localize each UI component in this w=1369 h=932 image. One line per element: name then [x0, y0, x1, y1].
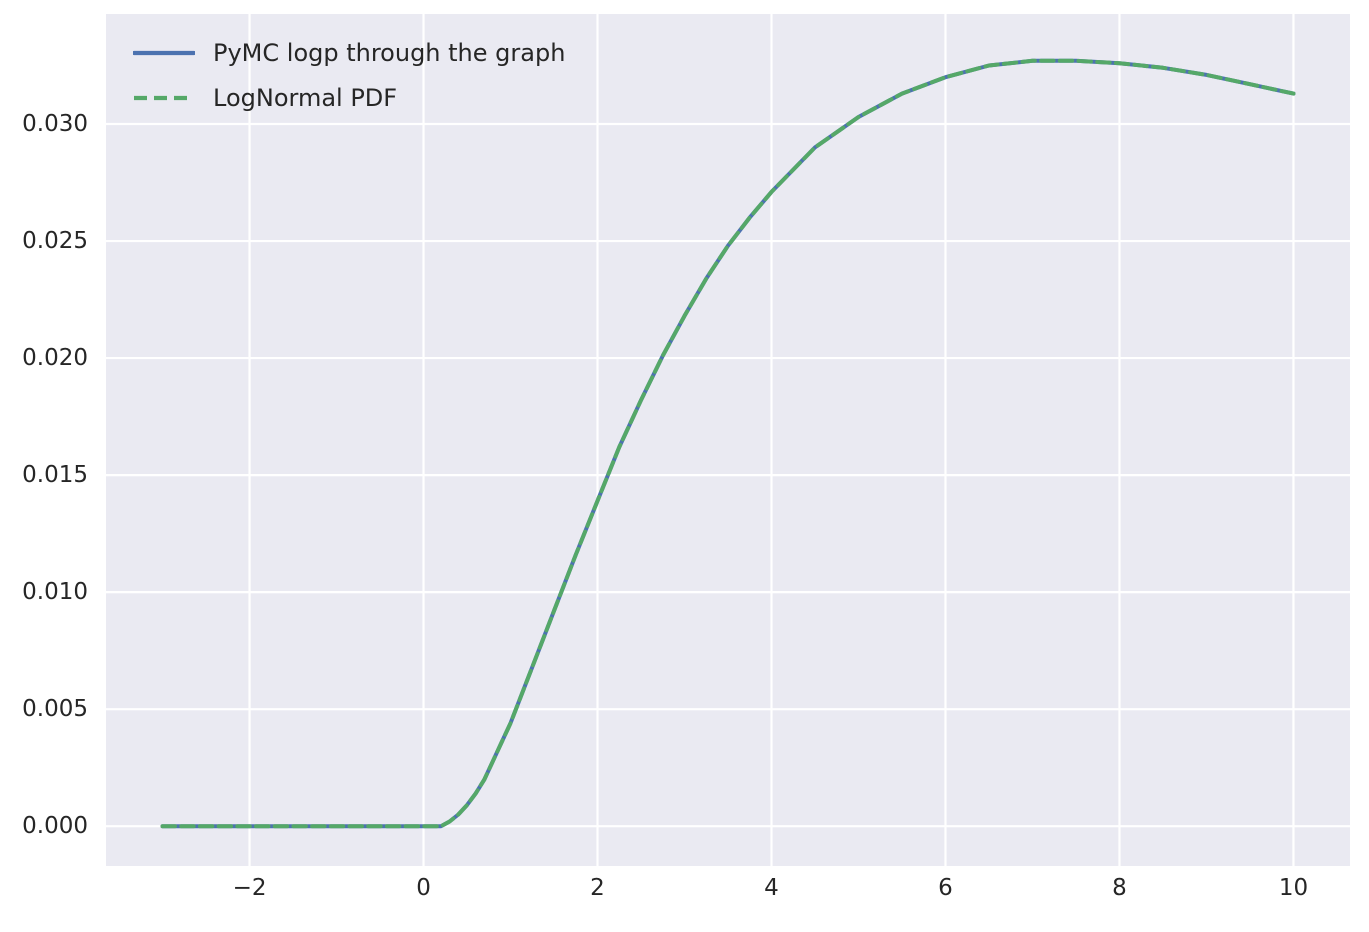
x-tick-label: 0 [416, 875, 431, 901]
x-tick-label: 2 [590, 875, 605, 901]
chart-canvas [106, 14, 1350, 866]
x-tick-label: 10 [1278, 875, 1309, 901]
plot-area: PyMC logp through the graph LogNormal PD… [106, 14, 1350, 866]
x-tick-label: 8 [1112, 875, 1127, 901]
legend-label-pymc-logp: PyMC logp through the graph [213, 39, 566, 67]
x-tick-label: 6 [938, 875, 953, 901]
y-tick-label: 0.005 [22, 696, 88, 723]
x-tick-label: −2 [232, 875, 267, 901]
y-tick-label: 0.030 [22, 111, 88, 137]
y-tick-label: 0.025 [22, 228, 88, 255]
x-tick-label: 4 [764, 875, 779, 901]
legend: PyMC logp through the graph LogNormal PD… [133, 34, 565, 117]
series-lines [160, 58, 1296, 829]
gridlines [106, 14, 1350, 866]
dashed-line-swatch-icon [134, 95, 194, 101]
y-tick-label: 0.000 [22, 813, 88, 840]
y-tick-label: 0.015 [22, 462, 88, 489]
legend-label-lognormal-pdf: LogNormal PDF [213, 84, 398, 112]
y-tick-label: 0.020 [22, 345, 88, 372]
solid-line-swatch-icon [133, 50, 195, 56]
axes-background [106, 14, 1350, 866]
y-tick-label: 0.010 [22, 579, 88, 606]
series-line-lognormal-pdf [160, 58, 1296, 829]
legend-entry-pymc-logp: PyMC logp through the graph [133, 34, 565, 72]
legend-entry-lognormal-pdf: LogNormal PDF [133, 79, 565, 117]
